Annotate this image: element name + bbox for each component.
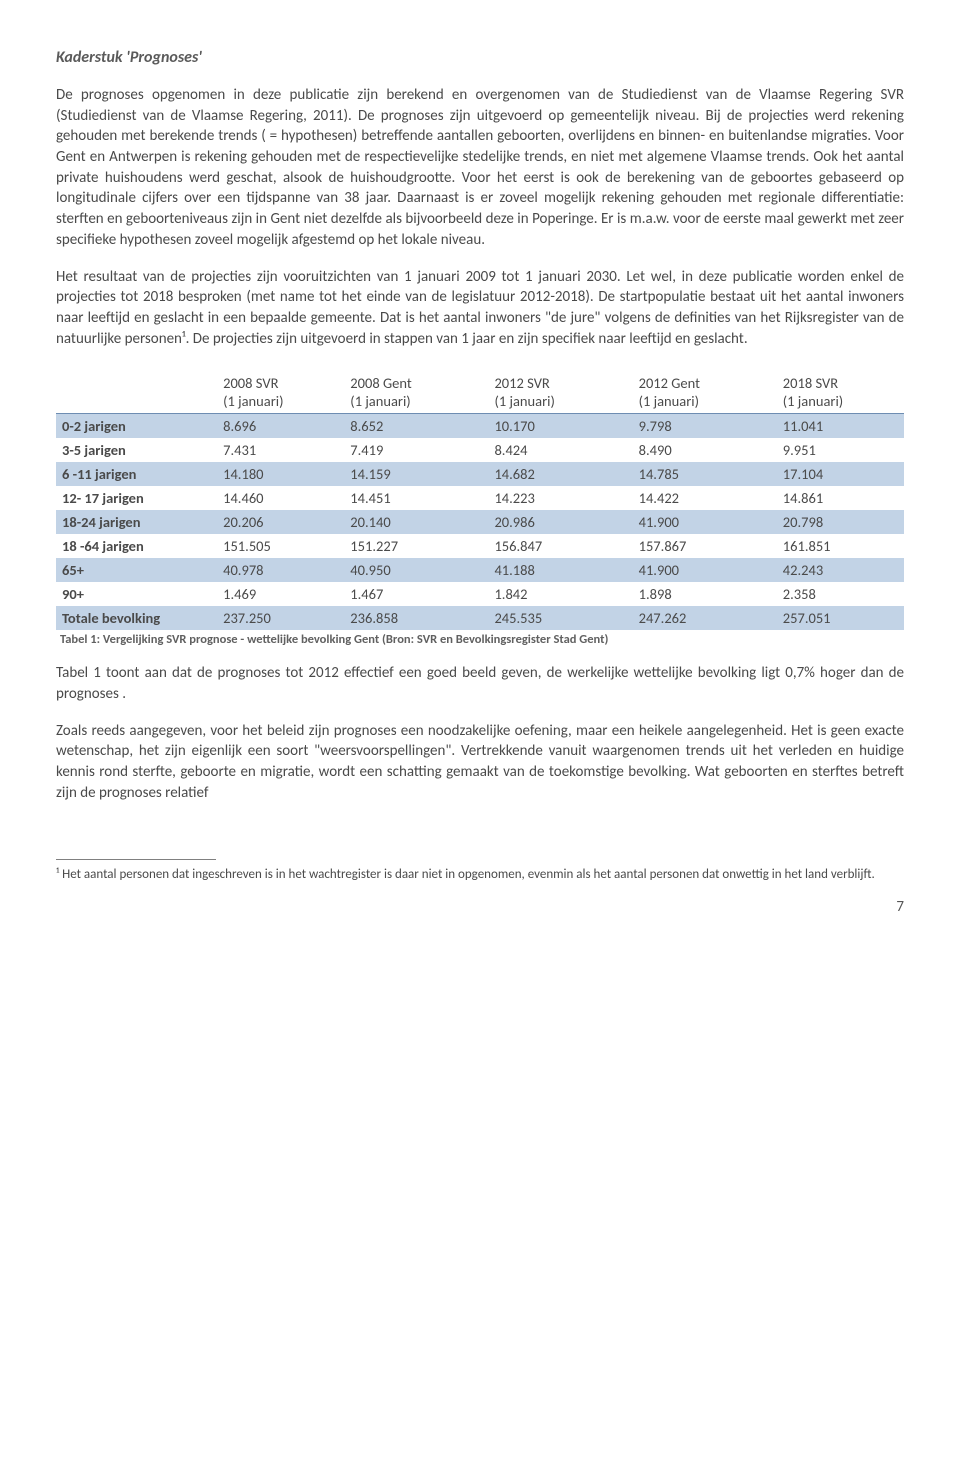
cell: 14.159 — [344, 462, 488, 486]
table-row: 18-24 jarigen20.20620.14020.98641.90020.… — [56, 510, 904, 534]
row-label: 0-2 jarigen — [56, 414, 217, 439]
cell: 237.250 — [217, 606, 344, 630]
cell: 245.535 — [488, 606, 632, 630]
row-label: 90+ — [56, 582, 217, 606]
table-header: 2008 SVR(1 januari) — [217, 371, 344, 414]
cell: 1.467 — [344, 582, 488, 606]
cell: 9.798 — [633, 414, 777, 439]
cell: 41.188 — [488, 558, 632, 582]
cell: 151.227 — [344, 534, 488, 558]
table-row: 0-2 jarigen8.6968.65210.1709.79811.041 — [56, 414, 904, 439]
table-row: 6 -11 jarigen14.18014.15914.68214.78517.… — [56, 462, 904, 486]
cell: 7.419 — [344, 438, 488, 462]
page-title: Kaderstuk 'Prognoses' — [56, 48, 904, 67]
cell: 14.451 — [344, 486, 488, 510]
footnote-divider — [56, 859, 216, 860]
cell: 247.262 — [633, 606, 777, 630]
cell: 20.140 — [344, 510, 488, 534]
paragraph-1: De prognoses opgenomen in deze publicati… — [56, 85, 904, 251]
table-header: 2008 Gent(1 januari) — [344, 371, 488, 414]
table-header: 2012 SVR(1 januari) — [488, 371, 632, 414]
row-label: 18-24 jarigen — [56, 510, 217, 534]
paragraph-2: Het resultaat van de projecties zijn voo… — [56, 267, 904, 350]
cell: 8.424 — [488, 438, 632, 462]
cell: 2.358 — [777, 582, 904, 606]
page-number: 7 — [56, 898, 904, 916]
cell: 40.950 — [344, 558, 488, 582]
cell: 9.951 — [777, 438, 904, 462]
cell: 1.898 — [633, 582, 777, 606]
table-row: 65+40.97840.95041.18841.90042.243 — [56, 558, 904, 582]
prognoses-table: 2008 SVR(1 januari) 2008 Gent(1 januari)… — [56, 371, 904, 630]
cell: 236.858 — [344, 606, 488, 630]
row-label: 18 -64 jarigen — [56, 534, 217, 558]
cell: 157.867 — [633, 534, 777, 558]
table-caption: Tabel 1: Vergelijking SVR prognose - wet… — [56, 632, 904, 647]
row-label: 3-5 jarigen — [56, 438, 217, 462]
cell: 17.104 — [777, 462, 904, 486]
cell: 156.847 — [488, 534, 632, 558]
table-row: 90+1.4691.4671.8421.8982.358 — [56, 582, 904, 606]
cell: 20.986 — [488, 510, 632, 534]
table-row: 12- 17 jarigen14.46014.45114.22314.42214… — [56, 486, 904, 510]
cell: 257.051 — [777, 606, 904, 630]
cell: 8.696 — [217, 414, 344, 439]
cell: 10.170 — [488, 414, 632, 439]
row-label: Totale bevolking — [56, 606, 217, 630]
table-header: 2018 SVR(1 januari) — [777, 371, 904, 414]
table-header: 2012 Gent(1 januari) — [633, 371, 777, 414]
cell: 14.180 — [217, 462, 344, 486]
footnote-1: ¹ Het aantal personen dat ingeschreven i… — [56, 866, 904, 884]
cell: 20.206 — [217, 510, 344, 534]
cell: 42.243 — [777, 558, 904, 582]
cell: 161.851 — [777, 534, 904, 558]
table-header-row: 2008 SVR(1 januari) 2008 Gent(1 januari)… — [56, 371, 904, 414]
cell: 1.842 — [488, 582, 632, 606]
table-row: 3-5 jarigen7.4317.4198.4248.4909.951 — [56, 438, 904, 462]
paragraph-4: Zoals reeds aangegeven, voor het beleid … — [56, 721, 904, 804]
cell: 8.490 — [633, 438, 777, 462]
table-row: Totale bevolking237.250236.858245.535247… — [56, 606, 904, 630]
cell: 14.422 — [633, 486, 777, 510]
cell: 41.900 — [633, 558, 777, 582]
row-label: 12- 17 jarigen — [56, 486, 217, 510]
cell: 20.798 — [777, 510, 904, 534]
cell: 8.652 — [344, 414, 488, 439]
table-header — [56, 371, 217, 414]
cell: 14.861 — [777, 486, 904, 510]
cell: 1.469 — [217, 582, 344, 606]
cell: 40.978 — [217, 558, 344, 582]
cell: 7.431 — [217, 438, 344, 462]
cell: 151.505 — [217, 534, 344, 558]
row-label: 65+ — [56, 558, 217, 582]
cell: 41.900 — [633, 510, 777, 534]
paragraph-3: Tabel 1 toont aan dat de prognoses tot 2… — [56, 663, 904, 704]
cell: 11.041 — [777, 414, 904, 439]
cell: 14.223 — [488, 486, 632, 510]
row-label: 6 -11 jarigen — [56, 462, 217, 486]
cell: 14.785 — [633, 462, 777, 486]
cell: 14.682 — [488, 462, 632, 486]
table-row: 18 -64 jarigen151.505151.227156.847157.8… — [56, 534, 904, 558]
cell: 14.460 — [217, 486, 344, 510]
